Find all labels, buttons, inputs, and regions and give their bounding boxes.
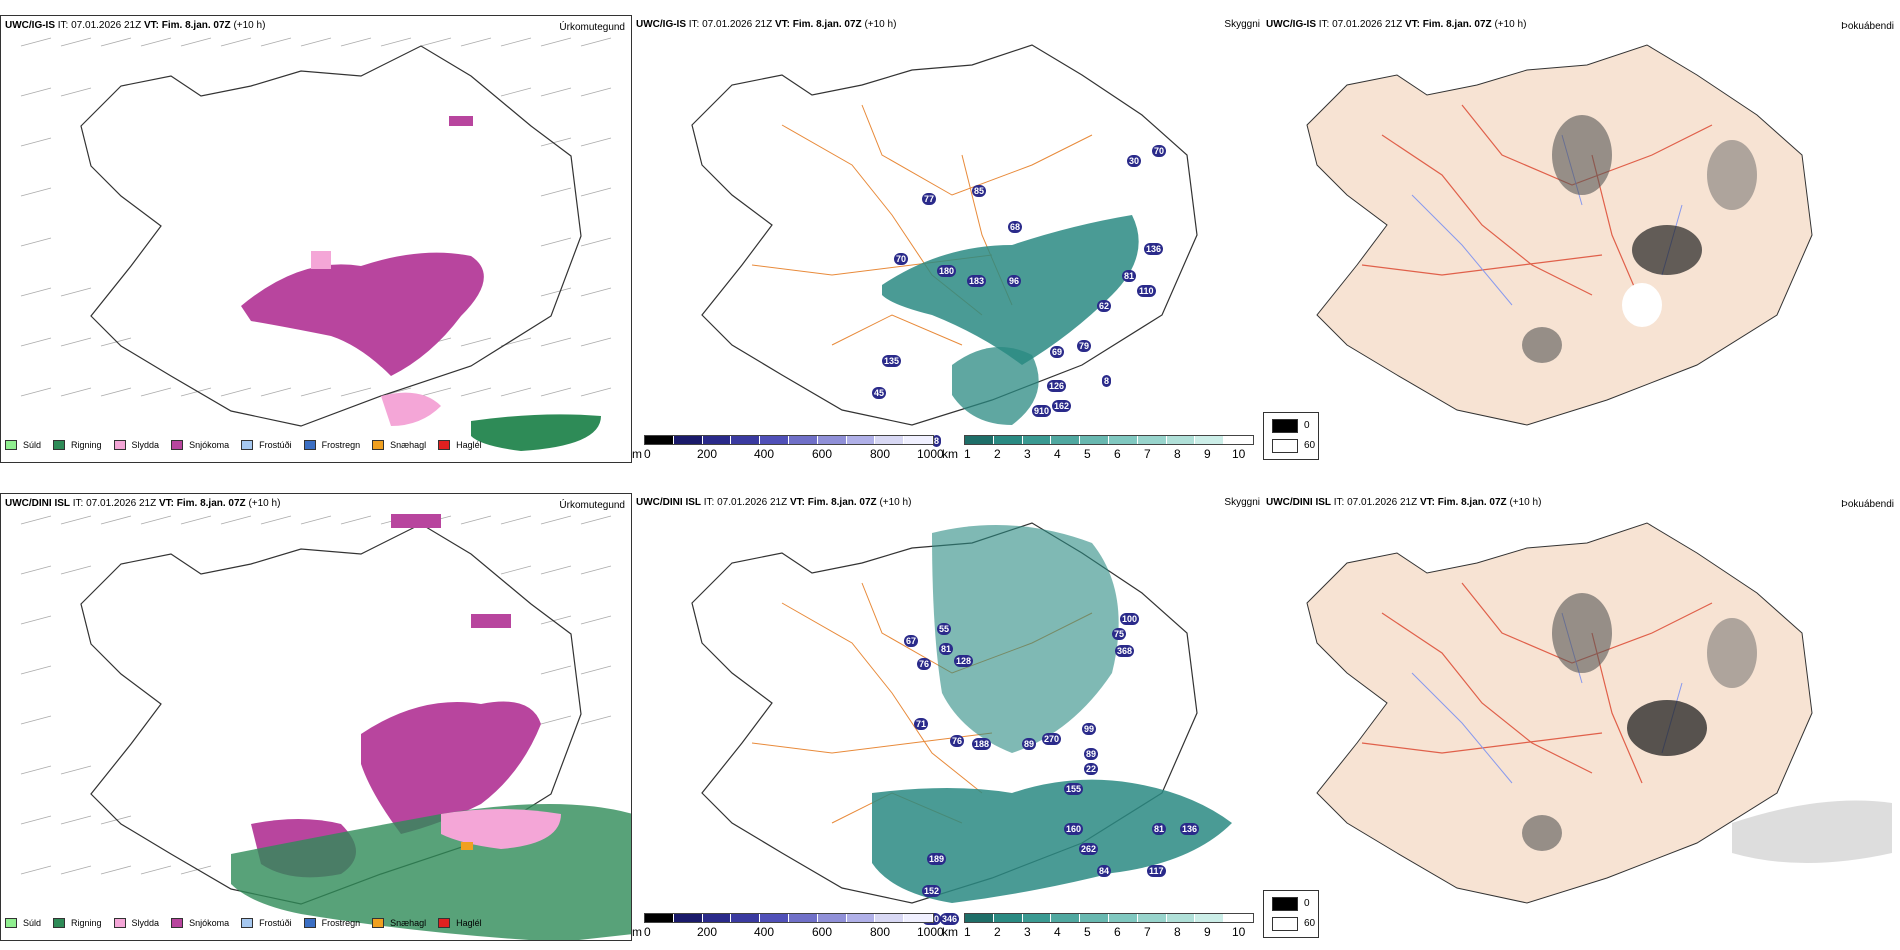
precip-panel-1: UWC/IG-IS IT: 07.01.2026 21Z VT: Fim. 8.… (0, 15, 632, 463)
cloud-base-label: 70 (1152, 145, 1167, 157)
cloud-base-label: 8 (932, 435, 942, 447)
cloud-base-label: 128 (954, 655, 974, 667)
iceland-land (1306, 44, 1813, 426)
cloud-base-label: 180 (937, 265, 957, 277)
legend-item: Slydda (113, 918, 159, 928)
legend-item: Súld (5, 918, 41, 928)
fog-title-2: Þokuábendi (1841, 499, 1894, 510)
cloud-scale-unit: m (632, 447, 642, 461)
precip-map-1 (20, 37, 612, 451)
legend-item: Frostregn (303, 440, 360, 450)
cloud-base-label: 70 (894, 253, 909, 265)
visibility-title-2: Skyggni (1224, 497, 1260, 508)
visibility-panel-2: 67 76 81 128 55 71 76 188 89 270 99 89 155 22 160 81 136… (632, 493, 1262, 941)
precip-map-2 (20, 514, 631, 940)
cloud-base-label: 110 (1137, 285, 1156, 297)
iceland-outline (80, 523, 582, 905)
cloud-base-label: 89 (1084, 748, 1099, 760)
cloud-base-label: 160 (1064, 823, 1084, 835)
fog-panel-1: UWC/IG-IS IT: 07.01.2026 21Z VT: Fim. 8.… (1262, 15, 1900, 463)
legend-item: Snjókoma (171, 918, 229, 928)
fog-panel-2: UWC/DINI ISL IT: 07.01.2026 21Z VT: Fim.… (1262, 493, 1900, 941)
legend-item: Frostúði (241, 440, 292, 450)
header-2b: UWC/DINI ISL IT: 07.01.2026 21Z VT: Fim.… (636, 497, 912, 508)
cloud-base-label: 368 (1115, 645, 1135, 657)
precip-title-2: Úrkomutegund (559, 500, 625, 511)
cloud-base-label: 346 (940, 913, 960, 925)
legend-item: Súld (5, 440, 41, 450)
fog-title-1: Þokuábendi (1841, 21, 1894, 32)
cloud-base-label: 81 (1122, 270, 1137, 282)
visibility-map-1 (691, 44, 1198, 426)
cloud-base-label: 22 (1084, 763, 1099, 775)
cloud-base-label: 162 (1052, 400, 1072, 412)
legend-item: Snæhagl (372, 440, 426, 450)
cloud-base-label: 99 (1082, 723, 1097, 735)
cloud-base-label: 8 (1102, 375, 1112, 387)
precip-panel-2: UWC/DINI ISL IT: 07.01.2026 21Z VT: Fim.… (0, 493, 632, 941)
cloud-base-label: 126 (1047, 380, 1067, 392)
header-1c: UWC/IG-IS IT: 07.01.2026 21Z VT: Fim. 8.… (1266, 19, 1527, 30)
cloud-base-label: 77 (922, 193, 937, 205)
cloud-base-label: 62 (1097, 300, 1112, 312)
legend-item: Snæhagl (372, 918, 426, 928)
cloud-base-label: 135 (882, 355, 902, 367)
cloud-base-label: 75 (1112, 628, 1127, 640)
cloud-base-label: 55 (937, 623, 952, 635)
cloud-base-label: 152 (922, 885, 942, 897)
visibility-map-2 (691, 522, 1232, 904)
iceland-outline (80, 45, 582, 427)
header-1b: UWC/IG-IS IT: 07.01.2026 21Z VT: Fim. 8.… (636, 19, 897, 30)
cloud-base-label: 45 (872, 387, 887, 399)
legend-item: Snjókoma (171, 440, 229, 450)
cloud-base-label: 188 (972, 738, 992, 750)
legend-item: Haglél (438, 918, 482, 928)
cloud-base-label: 262 (1079, 843, 1099, 855)
cloud-base-label: 81 (1152, 823, 1167, 835)
legend-item: Rigning (53, 918, 102, 928)
cloud-base-label: 76 (950, 735, 965, 747)
cloud-base-label: 183 (967, 275, 987, 287)
precip-title-1: Úrkomutegund (559, 22, 625, 33)
legend-item: Haglél (438, 440, 482, 450)
legend-item: Frostúði (241, 918, 292, 928)
cloud-base-label: 136 (1180, 823, 1200, 835)
cloud-base-label: 30 (1127, 155, 1142, 167)
cloud-base-label: 79 (1077, 340, 1092, 352)
cloud-base-label: 189 (927, 853, 947, 865)
cloud-base-label: 100 (1120, 613, 1140, 625)
cloud-base-label: 96 (1007, 275, 1022, 287)
cloud-base-label: 270 (1042, 733, 1062, 745)
precip-legend-2: Súld Rigning Slydda Snjókoma Frostúði Fr… (5, 918, 494, 928)
header-2c: UWC/DINI ISL IT: 07.01.2026 21Z VT: Fim.… (1266, 497, 1542, 508)
fog-map-2 (1306, 522, 1892, 904)
cloud-base-label: 68 (1008, 221, 1023, 233)
cloud-base-label: 69 (1050, 346, 1065, 358)
header-2: UWC/DINI ISL IT: 07.01.2026 21Z VT: Fim.… (5, 498, 281, 509)
iceland-land (1306, 522, 1813, 904)
cloud-base-label: 71 (914, 718, 929, 730)
cloud-base-label: 84 (1097, 865, 1112, 877)
cloud-base-label: 85 (972, 185, 987, 197)
fog-map-1 (1306, 44, 1813, 426)
visibility-panel-1: 70 77 85 68 136 180 183 96 110 81 62 79 69 126 135 45 16… (632, 15, 1262, 463)
cloud-base-label: 155 (1064, 783, 1084, 795)
fog-key-2: 0 60 (1263, 890, 1319, 938)
cloud-base-label: 89 (1022, 738, 1037, 750)
legend-item: Slydda (113, 440, 159, 450)
cloud-base-label: 136 (1144, 243, 1164, 255)
visibility-title-1: Skyggni (1224, 19, 1260, 30)
iceland-outline (691, 44, 1198, 426)
fog-key-1: 0 60 (1263, 412, 1319, 460)
header-1: UWC/IG-IS IT: 07.01.2026 21Z VT: Fim. 8.… (5, 20, 266, 31)
cloud-base-label: 117 (1147, 865, 1166, 877)
cloud-base-label: 81 (939, 643, 954, 655)
cloud-base-label: 910 (1032, 405, 1052, 417)
cloud-base-label: 67 (904, 635, 919, 647)
cloud-base-label: 76 (917, 658, 932, 670)
precip-legend-1: Súld Rigning Slydda Snjókoma Frostúði Fr… (5, 440, 494, 450)
legend-item: Rigning (53, 440, 102, 450)
legend-item: Frostregn (303, 918, 360, 928)
